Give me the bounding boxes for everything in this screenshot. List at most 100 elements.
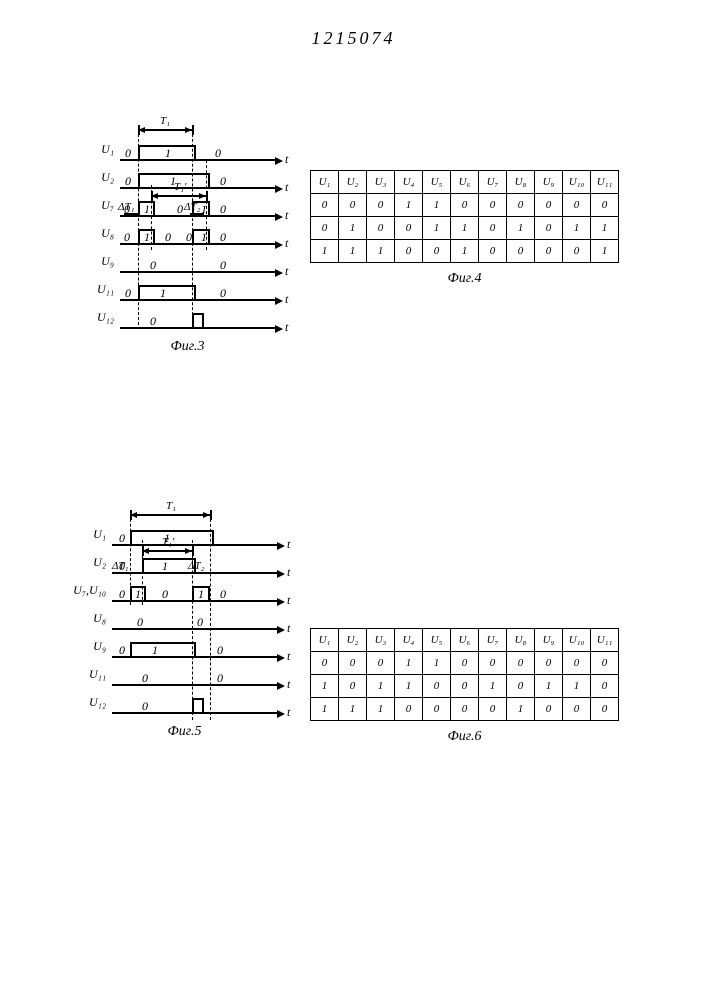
table-cell: 0 — [479, 217, 507, 240]
signal-value: 0 — [150, 314, 156, 329]
timing-diagram: T₁T₁′ΔT₁ΔT₂U₁t01U₂t01U₇,U₁₀t01010U₈t00U₉… — [72, 520, 297, 716]
figure-6: U₁U₂U₃U₄U₅U₆U₇U₈U₉U₁₀U₁₁0001100000010110… — [310, 628, 619, 745]
table-cell: 1 — [507, 217, 535, 240]
table-cell: 0 — [591, 675, 619, 698]
table-cell: 0 — [395, 698, 423, 721]
table-header-cell: U₂ — [339, 629, 367, 652]
signal-row: U₉t00 — [80, 247, 295, 275]
signal-row: U₁₂t0 — [80, 303, 295, 331]
table-cell: 0 — [535, 217, 563, 240]
figure-4: U₁U₂U₃U₄U₅U₆U₇U₈U₉U₁₀U₁₁0001100000001001… — [310, 170, 619, 287]
signal-value: 0 — [197, 615, 203, 630]
signal-row: U₈t010010 — [80, 219, 295, 247]
dimension-label: T₁ — [166, 500, 176, 512]
table-cell: 0 — [591, 652, 619, 675]
signal-value: 0 — [137, 615, 143, 630]
table-header-cell: U₃ — [367, 171, 395, 194]
table-cell: 0 — [451, 675, 479, 698]
table-cell: 1 — [367, 675, 395, 698]
signal-value: 0 — [124, 202, 130, 217]
signal-value: 0 — [124, 230, 130, 245]
figure-3: T₁T₁′ΔT₁ΔT₂U₁t010U₂t010U₇t01010U₈t010010… — [80, 135, 295, 355]
table-cell: 1 — [451, 240, 479, 263]
table-header-cell: U₅ — [423, 171, 451, 194]
table-cell: 0 — [395, 217, 423, 240]
signal-value: 0 — [142, 671, 148, 686]
signal-label: U₁₁ — [80, 282, 119, 297]
axis-label: t — [287, 705, 290, 720]
table-row: 10110010110 — [311, 675, 619, 698]
table-cell: 1 — [591, 240, 619, 263]
page-number: 1215074 — [312, 28, 396, 49]
table-cell: 0 — [507, 194, 535, 217]
table-cell: 1 — [451, 217, 479, 240]
table-row: 11100100001 — [311, 240, 619, 263]
table-header-cell: U₁ — [311, 171, 339, 194]
signal-label: U₁₁ — [72, 667, 111, 682]
table-cell: 0 — [367, 194, 395, 217]
table-header-cell: U₁ — [311, 629, 339, 652]
signal-value: 0 — [165, 230, 171, 245]
table-cell: 0 — [367, 652, 395, 675]
table-cell: 0 — [591, 194, 619, 217]
table-cell: 1 — [311, 240, 339, 263]
table-cell: 1 — [423, 217, 451, 240]
table-cell: 0 — [479, 652, 507, 675]
table-header-cell: U₁₁ — [591, 171, 619, 194]
figure-caption: Фиг.3 — [80, 339, 295, 355]
timing-diagram: T₁T₁′ΔT₁ΔT₂U₁t010U₂t010U₇t01010U₈t010010… — [80, 135, 295, 331]
table-cell: 1 — [423, 194, 451, 217]
table-row: 11100001000 — [311, 698, 619, 721]
table-cell: 1 — [591, 217, 619, 240]
table-cell: 1 — [423, 652, 451, 675]
signal-row: U₉t010 — [72, 632, 297, 660]
table-cell: 0 — [423, 698, 451, 721]
table-cell: 0 — [479, 194, 507, 217]
table-cell: 1 — [367, 698, 395, 721]
signal-value: 0 — [220, 286, 226, 301]
table-header-cell: U₆ — [451, 629, 479, 652]
signal-value: 0 — [125, 286, 131, 301]
axis-label: t — [285, 320, 288, 335]
signal-row: U₁₁t00 — [72, 660, 297, 688]
table-header-cell: U₉ — [535, 629, 563, 652]
table-cell: 1 — [339, 240, 367, 263]
table-cell: 0 — [367, 217, 395, 240]
table-header-cell: U₄ — [395, 629, 423, 652]
table-header-row: U₁U₂U₃U₄U₅U₆U₇U₈U₉U₁₀U₁₁ — [311, 629, 619, 652]
signal-value: 0 — [177, 202, 183, 217]
signal-label: U₁₂ — [80, 310, 119, 325]
table-cell: 0 — [423, 675, 451, 698]
table-cell: 0 — [395, 240, 423, 263]
data-table: U₁U₂U₃U₄U₅U₆U₇U₈U₉U₁₀U₁₁0001100000010110… — [310, 628, 619, 721]
table-row: 00011000000 — [311, 652, 619, 675]
table-cell: 0 — [311, 652, 339, 675]
table-header-cell: U₁₁ — [591, 629, 619, 652]
signal-value: 0 — [220, 258, 226, 273]
signal-row: U₂t01 — [72, 548, 297, 576]
table-cell: 1 — [339, 698, 367, 721]
signal-row: U₁₂t0 — [72, 688, 297, 716]
table-header-cell: U₁₀ — [563, 629, 591, 652]
signal-value: 0 — [119, 531, 125, 546]
signal-label: U₂ — [72, 555, 111, 570]
table-header-cell: U₄ — [395, 171, 423, 194]
signal-value: 0 — [162, 587, 168, 602]
table-cell: 0 — [563, 240, 591, 263]
table-cell: 1 — [563, 217, 591, 240]
table-cell: 1 — [395, 652, 423, 675]
signal-label: U₈ — [72, 611, 111, 626]
table-cell: 1 — [395, 194, 423, 217]
table-header-cell: U₆ — [451, 171, 479, 194]
signal-label: U₇,U₁₀ — [72, 583, 111, 598]
figure-caption: Фиг.6 — [310, 729, 619, 745]
signal-label: U₁₂ — [72, 695, 111, 710]
figure-caption: Фиг.5 — [72, 724, 297, 740]
data-table: U₁U₂U₃U₄U₅U₆U₇U₈U₉U₁₀U₁₁0001100000001001… — [310, 170, 619, 263]
table-header-cell: U₇ — [479, 629, 507, 652]
signal-value: 0 — [220, 202, 226, 217]
signal-value: 0 — [215, 146, 221, 161]
table-header-cell: U₂ — [339, 171, 367, 194]
signal-value: 0 — [125, 174, 131, 189]
table-cell: 0 — [451, 194, 479, 217]
